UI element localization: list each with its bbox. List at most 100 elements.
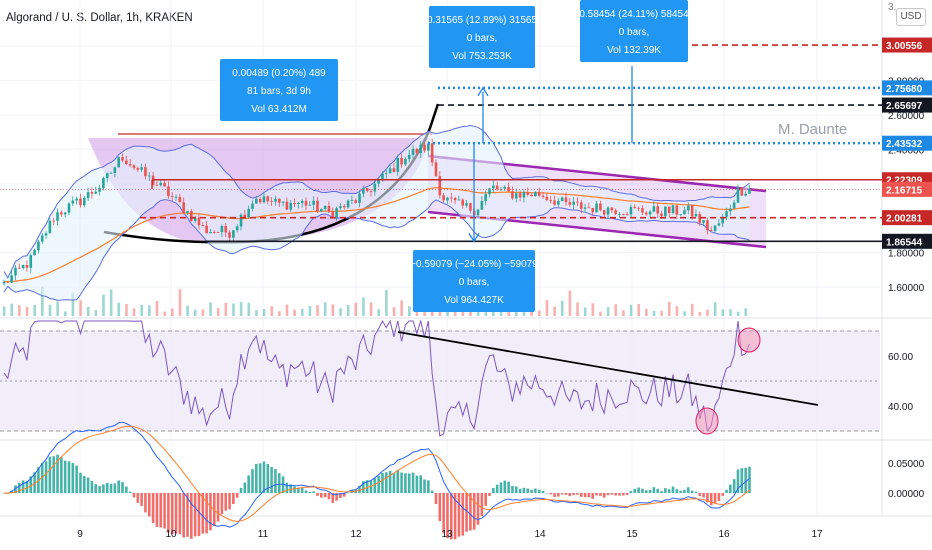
candle-body (342, 206, 346, 208)
macd-histogram-bar (190, 493, 193, 539)
macd-histogram-bar (568, 493, 572, 497)
macd-histogram-bar (499, 482, 503, 493)
candle-body (320, 209, 323, 212)
price-label-bg (882, 80, 932, 96)
macd-histogram-bar (346, 492, 350, 494)
macd-histogram-bar (469, 493, 472, 531)
candle-body (6, 281, 10, 283)
macd-histogram-bar (327, 493, 331, 500)
volume-bar (163, 311, 166, 316)
candle-body (545, 196, 549, 200)
macd-histogram-bar (480, 493, 484, 516)
candle-body (729, 208, 732, 212)
macd-histogram-bar (606, 493, 610, 496)
macd-histogram-bar (277, 473, 281, 493)
macd-histogram-bar (664, 488, 667, 493)
candle-body (346, 200, 350, 208)
candle-body (21, 265, 25, 269)
macd-histogram-bar (232, 493, 235, 504)
candle-body (400, 157, 403, 165)
macd-histogram-bar (438, 493, 442, 522)
measure-top-label: 0.58454 (24.11%) 58454 0 bars, Vol 132.39K (579, 0, 689, 62)
candle-body (656, 206, 660, 214)
macd-histogram-bar (599, 493, 602, 496)
candle-body (277, 198, 281, 203)
candle-body (595, 203, 598, 213)
volume-bar (63, 311, 67, 316)
macd-histogram-bar (507, 481, 510, 493)
macd-histogram-bar (434, 493, 438, 505)
measure-left-label: 0.00489 (0.20%) 489 81 bars, 3d 9h Vol 63.… (220, 59, 338, 121)
candle-body (125, 160, 128, 165)
volume-bar (209, 302, 212, 316)
macd-histogram-bar (683, 489, 686, 493)
candle-body (247, 208, 250, 218)
volume-bar (308, 306, 312, 316)
candle-body (239, 214, 243, 227)
candle-body (270, 201, 273, 203)
macd-histogram-bar (197, 493, 201, 537)
macd-histogram-bar (637, 487, 640, 493)
volume-bar (117, 302, 121, 316)
candle-body (147, 175, 151, 177)
macd-histogram-bar (209, 493, 212, 531)
macd-histogram-bar (14, 485, 17, 493)
volume-bar (369, 302, 373, 316)
macd-histogram-bar (622, 493, 625, 496)
macd-histogram-bar (717, 493, 721, 502)
macd-histogram-bar (553, 493, 556, 497)
macd-histogram-bar (576, 493, 579, 495)
macd-histogram-bar (736, 469, 740, 493)
macd-histogram-bar (595, 493, 598, 496)
currency-button[interactable]: USD (896, 8, 926, 26)
candle-body (709, 230, 713, 231)
rsi-pane (0, 319, 880, 437)
time-tick-label: 17 (811, 529, 823, 540)
candle-body (144, 167, 147, 177)
volume-bar (155, 301, 159, 316)
volume-bar (713, 302, 717, 316)
macd-histogram-bar (472, 493, 476, 530)
macd-line (3, 421, 750, 528)
macd-histogram-bar (339, 493, 342, 498)
volume-bar (408, 306, 411, 316)
macd-histogram-bar (518, 488, 522, 493)
volume-bar (25, 306, 29, 316)
candle-body (610, 207, 614, 211)
macd-histogram-bar (633, 488, 637, 493)
macd-histogram-bar (136, 493, 140, 503)
candle-body (25, 265, 29, 268)
macd-histogram-bar (572, 493, 575, 496)
macd-histogram-bar (602, 493, 606, 498)
candle-body (644, 212, 648, 215)
volume-bar (538, 310, 541, 316)
candle-body (480, 200, 484, 210)
macd-histogram-bar (323, 493, 327, 498)
macd-histogram-bar (457, 493, 461, 537)
time-tick-label: 12 (350, 529, 362, 540)
candle-body (132, 165, 136, 168)
candle-body (308, 204, 312, 206)
volume-bar (606, 307, 610, 316)
volume-bar (438, 311, 442, 316)
candle-body (316, 200, 319, 212)
rsi-tick-label: 60.00 (888, 352, 913, 363)
macd-histogram-bar (52, 456, 55, 493)
macd-histogram-bar (121, 482, 124, 493)
volume-bar (744, 308, 748, 316)
candle-body (174, 196, 178, 198)
macd-histogram-bar (430, 490, 434, 493)
volume-bar (553, 306, 556, 316)
candle-body (675, 205, 679, 215)
macd-histogram-bar (159, 493, 163, 528)
candle-body (289, 202, 293, 210)
macd-histogram-bar (625, 493, 629, 496)
macd-histogram-bar (629, 491, 633, 493)
candle-body (415, 148, 419, 154)
candle-body (193, 217, 197, 221)
volume-bar (362, 297, 365, 316)
candle-body (285, 201, 289, 210)
candle-body (434, 162, 438, 177)
candle-body (159, 182, 163, 186)
